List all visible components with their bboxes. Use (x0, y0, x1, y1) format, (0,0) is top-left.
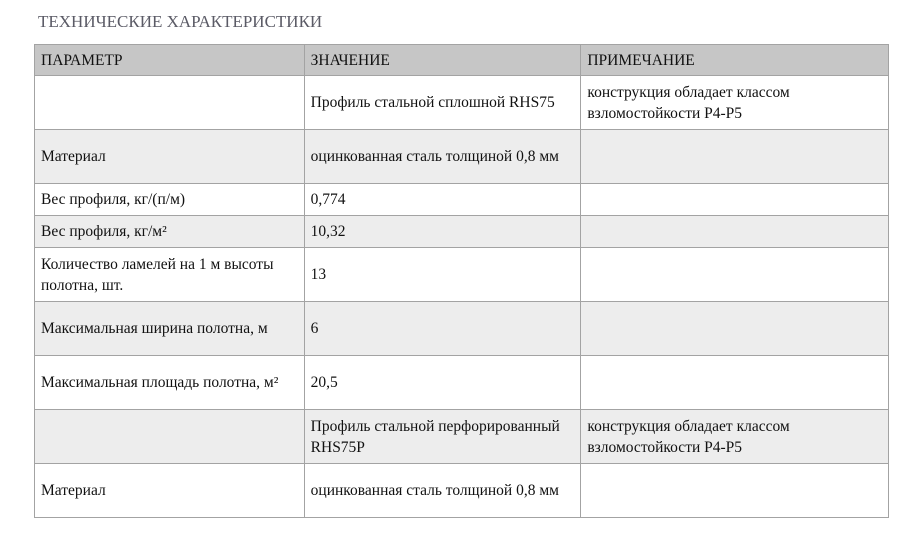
cell-value: 0,774 (303, 183, 582, 216)
cell-parameter: Материал (34, 129, 305, 184)
cell-value: Профиль стальной сплошной RHS75 (303, 75, 582, 130)
cell-parameter (34, 75, 305, 130)
cell-parameter (34, 409, 305, 464)
cell-note (580, 355, 889, 410)
table-row: Профиль стальной перфорированный RHS75P к… (34, 409, 889, 464)
specs-table: ПАРАМЕТР ЗНАЧЕНИЕ ПРИМЕЧАНИЕ Профиль ста… (34, 44, 889, 518)
section-title: ТЕХНИЧЕСКИЕ ХАРАКТЕРИСТИКИ (38, 12, 323, 31)
cell-note (580, 215, 889, 248)
table-row: Профиль стальной сплошной RHS75 конструкц… (34, 75, 889, 130)
cell-parameter: Вес профиля, кг/(п/м) (34, 183, 305, 216)
table-row: Материал оцинкованная сталь толщиной 0,8 … (34, 129, 889, 184)
cell-value: 13 (303, 247, 582, 302)
table-row: Вес профиля, кг/(п/м) 0,774 (34, 183, 889, 216)
cell-parameter: Максимальная ширина полотна, м (34, 301, 305, 356)
cell-note (580, 463, 889, 518)
header-parameter: ПАРАМЕТР (34, 44, 305, 76)
table-header-row: ПАРАМЕТР ЗНАЧЕНИЕ ПРИМЕЧАНИЕ (34, 44, 889, 76)
cell-parameter: Количество ламелей на 1 м высоты полотна… (34, 247, 305, 302)
cell-value: 10,32 (303, 215, 582, 248)
table-row: Материал оцинкованная сталь толщиной 0,8 … (34, 463, 889, 518)
cell-parameter: Материал (34, 463, 305, 518)
cell-value: оцинкованная сталь толщиной 0,8 мм (303, 463, 582, 518)
cell-note (580, 247, 889, 302)
cell-parameter: Максимальная площадь полотна, м² (34, 355, 305, 410)
cell-note (580, 183, 889, 216)
cell-note: конструкция обладает классом взломостойк… (580, 75, 889, 130)
cell-note (580, 301, 889, 356)
cell-value: Профиль стальной перфорированный RHS75P (303, 409, 582, 464)
table-row: Вес профиля, кг/м² 10,32 (34, 215, 889, 248)
cell-value: 6 (303, 301, 582, 356)
cell-note: конструкция обладает классом взломостойк… (580, 409, 889, 464)
cell-value: оцинкованная сталь толщиной 0,8 мм (303, 129, 582, 184)
cell-value: 20,5 (303, 355, 582, 410)
header-note: ПРИМЕЧАНИЕ (580, 44, 889, 76)
cell-parameter: Вес профиля, кг/м² (34, 215, 305, 248)
cell-note (580, 129, 889, 184)
table-row: Максимальная площадь полотна, м² 20,5 (34, 355, 889, 410)
header-value: ЗНАЧЕНИЕ (303, 44, 582, 76)
table-row: Количество ламелей на 1 м высоты полотна… (34, 247, 889, 302)
